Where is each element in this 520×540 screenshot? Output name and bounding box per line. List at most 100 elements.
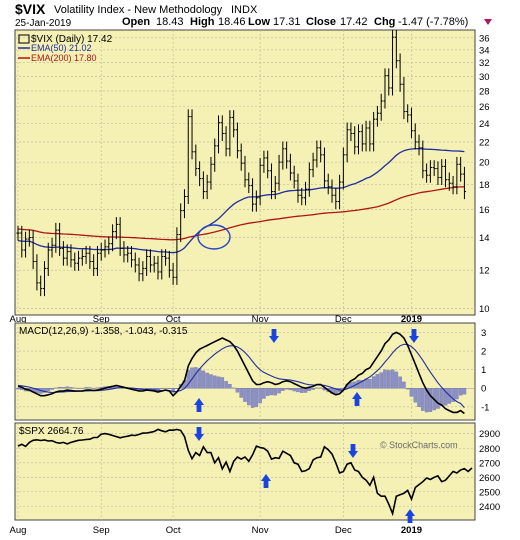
spx-y-axis: 2400 2500 2600 2700 2800 2900: [479, 429, 500, 513]
ema200-legend-label: EMA(200) 17.80: [31, 53, 97, 63]
spx-y-tick: 2600: [479, 473, 500, 484]
macd-histogram-bar: [288, 388, 293, 391]
macd-histogram-bar: [284, 388, 289, 390]
crossover-circle: [197, 224, 231, 250]
macd-panel: -1 0 1 2 3 MACD(12,26,9) -1.358, -1.043, -0.…: [14, 322, 489, 421]
macd-legend-label: MACD(12,26,9) -1.358, -1.043, -0.315: [19, 326, 188, 337]
macd-histogram-bar: [42, 388, 47, 393]
macd-histogram-bar: [428, 388, 433, 412]
down-arrow-icon: [348, 444, 358, 458]
macd-histogram-bar: [54, 387, 58, 389]
macd-histogram-bar: [296, 388, 300, 393]
price-y-tick: 20: [479, 158, 490, 169]
security-name: Volatility Index - New Methodology: [54, 4, 223, 16]
macd-histogram-bar: [273, 388, 278, 396]
macd-histogram-bar: [451, 388, 455, 402]
macd-histogram-bar: [197, 368, 202, 389]
macd-histogram-bar: [88, 387, 92, 389]
macd-histogram-bar: [167, 388, 172, 389]
macd-histogram-bar: [417, 388, 421, 407]
macd-histogram-bar: [269, 388, 274, 396]
down-arrow-icon: [269, 329, 279, 343]
macd-histogram-bar: [390, 369, 395, 389]
spx-y-tick: 2400: [479, 502, 500, 513]
macd-histogram-bar: [16, 388, 20, 390]
macd-histogram-bar: [148, 388, 153, 390]
macd-histogram-bar: [436, 388, 440, 409]
macd-histogram-bar: [315, 387, 319, 389]
macd-histogram-bar: [439, 388, 444, 407]
price-bars: [16, 29, 467, 297]
macd-histogram-bar: [265, 388, 270, 396]
macd-y-axis: -1 0 1 2 3: [481, 328, 489, 413]
bottom-x-tick: Nov: [252, 525, 269, 536]
low-value: 17.31: [273, 16, 301, 28]
price-x-tick: Aug: [10, 314, 27, 325]
bottom-x-tick: Aug: [10, 525, 27, 536]
price-x-tick: Oct: [166, 314, 181, 325]
price-y-tick: 34: [479, 45, 490, 56]
macd-histogram-bar: [379, 372, 383, 389]
macd-histogram-bar: [80, 387, 85, 389]
macd-histogram-bar: [231, 387, 236, 389]
macd-histogram-bar: [144, 388, 149, 389]
macd-histogram-bar: [76, 387, 81, 389]
macd-histogram-bar: [224, 381, 228, 389]
ema50-legend-label: EMA(50) 21.02: [31, 43, 92, 53]
price-legend-swatch: [18, 34, 30, 44]
quote-date: 25-Jan-2019: [15, 18, 72, 29]
macd-histogram-bar: [50, 388, 54, 390]
bottom-x-tick: Dec: [335, 525, 352, 536]
price-y-tick: 26: [479, 102, 490, 113]
macd-histogram-bar: [383, 369, 387, 389]
bottom-x-tick: 2019: [401, 525, 422, 536]
macd-histogram-bar: [424, 388, 429, 413]
up-arrow-icon: [352, 392, 362, 406]
macd-histogram-bar: [375, 374, 380, 389]
macd-histogram-bar: [458, 388, 463, 396]
close-value: 17.42: [340, 16, 368, 28]
price-y-tick: 18: [479, 180, 490, 191]
up-arrow-icon: [261, 474, 271, 488]
price-x-tick: 2019: [401, 314, 422, 325]
macd-histogram-bar: [311, 388, 315, 390]
macd-y-tick: 2: [481, 347, 486, 358]
macd-histogram-bar: [160, 388, 164, 389]
macd-histogram: [16, 367, 467, 413]
price-legend-label: $VIX (Daily) 17.42: [31, 34, 113, 45]
macd-histogram-bar: [220, 377, 225, 389]
spx-panel-bg: [14, 422, 476, 521]
macd-histogram-bar: [413, 388, 417, 403]
price-legend: $VIX (Daily) 17.42 EMA(50) 21.02 EMA(200…: [18, 34, 113, 63]
macd-line: [17, 331, 465, 415]
macd-y-tick: 1: [481, 365, 486, 376]
macd-histogram-bar: [61, 387, 66, 389]
macd-histogram-bar: [349, 381, 353, 389]
price-y-tick: 36: [479, 33, 490, 44]
macd-histogram-bar: [152, 388, 156, 390]
macd-histogram-bar: [394, 371, 399, 389]
chart-header: $VIX Volatility Index - New Methodology …: [15, 1, 492, 29]
symbol-label: $VIX: [15, 1, 46, 17]
price-x-tick: Sep: [93, 314, 110, 325]
macd-histogram-bar: [281, 388, 285, 391]
macd-histogram-bar: [398, 376, 402, 389]
price-y-tick: 22: [479, 137, 490, 148]
bottom-x-tick: Oct: [166, 525, 181, 536]
macd-histogram-bar: [443, 388, 448, 406]
ema50-line: [17, 148, 465, 254]
open-label: Open: [122, 16, 150, 28]
macd-histogram-bar: [247, 388, 251, 406]
macd-histogram-bar: [318, 387, 323, 389]
price-y-tick: 10: [479, 304, 490, 315]
bottom-x-tick: Sep: [93, 525, 110, 536]
chg-label: Chg: [374, 16, 395, 28]
macd-histogram-bar: [258, 388, 262, 404]
macd-histogram-bar: [216, 376, 221, 389]
credit-label: © StockCharts.com: [380, 440, 458, 450]
macd-histogram-bar: [254, 388, 259, 407]
macd-histogram-bar: [212, 375, 217, 389]
price-y-tick: 12: [479, 266, 490, 277]
